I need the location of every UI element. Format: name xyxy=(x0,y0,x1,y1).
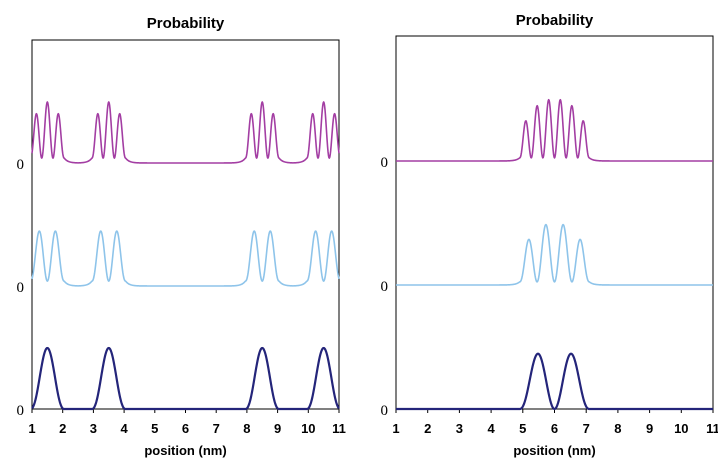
x-tick-label: 9 xyxy=(646,421,653,436)
x-tick-label: 7 xyxy=(583,421,590,436)
series-line-2 xyxy=(395,223,714,286)
chart-title: Probability xyxy=(147,15,225,32)
x-tick-label: 6 xyxy=(182,421,189,436)
series-line-3 xyxy=(395,352,714,411)
x-tick-label: 4 xyxy=(120,421,128,436)
baseline-zero-label: 0 xyxy=(381,403,389,419)
x-tick-label: 1 xyxy=(392,421,399,436)
x-tick-label: 6 xyxy=(551,421,558,436)
x-tick-label: 11 xyxy=(706,421,718,436)
x-axis-label: position (nm) xyxy=(513,443,595,458)
x-tick-label: 1 xyxy=(28,421,35,436)
x-axis-label: position (nm) xyxy=(144,443,226,458)
plot-frame xyxy=(395,35,714,410)
baseline-zero-label: 0 xyxy=(17,403,25,419)
x-tick-label: 3 xyxy=(90,421,97,436)
x-tick-label: 5 xyxy=(519,421,526,436)
chart-panel-2: Probability 1 2 3 4 5 6 7 8 9 10 11 position (nm) 0 0 0 xyxy=(381,12,718,458)
x-tick-label: 5 xyxy=(151,421,158,436)
x-tick-label: 4 xyxy=(487,421,495,436)
x-tick-label: 9 xyxy=(274,421,281,436)
baseline-zero-label: 0 xyxy=(17,157,25,173)
series-line-1 xyxy=(395,98,714,162)
baseline-zero-label: 0 xyxy=(381,155,389,171)
chart-title: Probability xyxy=(516,12,594,29)
x-tick-label: 7 xyxy=(213,421,220,436)
x-tick-label: 2 xyxy=(59,421,66,436)
series-line-2 xyxy=(31,230,340,287)
x-tick-label: 2 xyxy=(424,421,431,436)
chart-panel-1: Probability 1 2 3 4 5 6 7 8 9 10 11 position (nm) 0 0 0 xyxy=(17,15,346,458)
x-tick-label: 11 xyxy=(332,421,346,436)
series-line-3 xyxy=(31,346,340,411)
series-line-1 xyxy=(31,101,340,164)
plot-frame xyxy=(31,39,340,410)
x-tick-label: 3 xyxy=(456,421,463,436)
x-tick-label: 8 xyxy=(243,421,250,436)
baseline-zero-label: 0 xyxy=(381,279,389,295)
baseline-zero-label: 0 xyxy=(17,280,25,296)
x-tick-label: 8 xyxy=(614,421,621,436)
x-tick-label: 10 xyxy=(301,421,315,436)
x-tick-label: 10 xyxy=(674,421,688,436)
